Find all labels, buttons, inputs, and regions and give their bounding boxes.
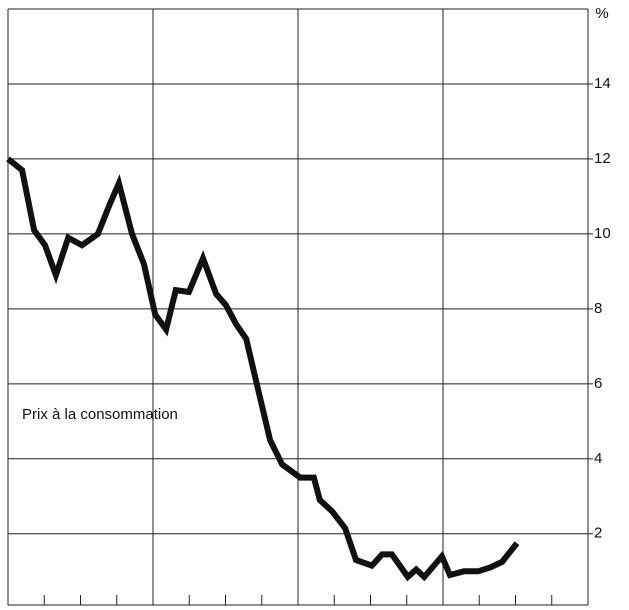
y-tick-label: 12 <box>594 150 611 167</box>
y-tick-label: 8 <box>594 300 602 317</box>
y-unit: % <box>595 5 608 22</box>
annotation: Prix à la consommation <box>22 406 178 423</box>
y-tick-label: 10 <box>594 225 611 242</box>
y-tick-label: 6 <box>594 375 602 392</box>
y-tick-label: 14 <box>594 75 611 92</box>
y-tick-label: 4 <box>594 450 602 467</box>
line-series <box>6 156 520 582</box>
y-tick-label: 2 <box>594 525 602 542</box>
